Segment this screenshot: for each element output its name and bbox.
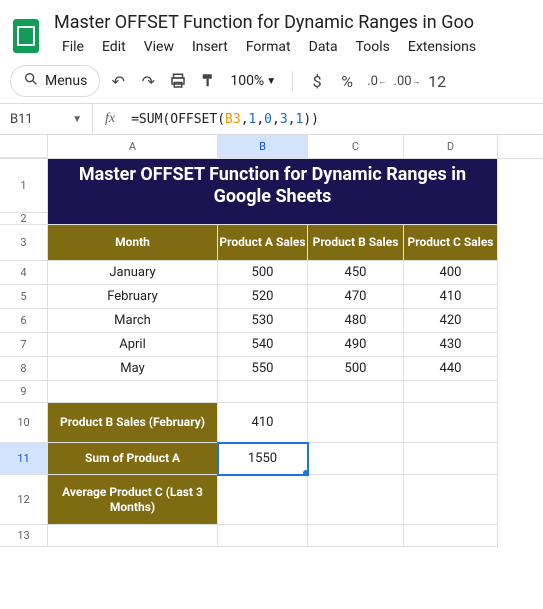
formula-bar: B11 ▼ fx =SUM(OFFSET(B3,1,0,3,1)) [0, 103, 543, 135]
row-header-6[interactable]: 6 [0, 309, 48, 333]
row-header-1[interactable]: 1 [0, 159, 48, 213]
cell-d12[interactable] [404, 475, 498, 525]
cell-prod-b[interactable]: 450 [308, 261, 404, 285]
percent-button[interactable]: % [335, 69, 359, 93]
col-header-a[interactable]: A [48, 135, 218, 158]
row-header-10[interactable]: 10 [0, 403, 48, 443]
decrease-decimal-button[interactable]: .0← [365, 69, 389, 93]
header-product-c[interactable]: Product C Sales [404, 225, 498, 261]
menu-extensions[interactable]: Extensions [400, 35, 484, 59]
search-icon [23, 71, 39, 91]
row-header-3[interactable]: 3 [0, 225, 48, 261]
cell-b9[interactable] [218, 381, 308, 403]
name-box[interactable]: B11 ▼ [0, 112, 92, 127]
cell-a13[interactable] [48, 525, 218, 547]
menu-tools[interactable]: Tools [348, 35, 398, 59]
cell-prod-c[interactable]: 400 [404, 261, 498, 285]
cell-prod-a[interactable]: 540 [218, 333, 308, 357]
menu-edit[interactable]: Edit [94, 35, 134, 59]
cell-month[interactable]: March [48, 309, 218, 333]
menu-view[interactable]: View [136, 35, 182, 59]
cell-c10[interactable] [308, 403, 404, 443]
cell-prod-c[interactable]: 430 [404, 333, 498, 357]
row-header-13[interactable]: 13 [0, 525, 48, 547]
cell-prod-b[interactable]: 500 [308, 357, 404, 381]
cell-prod-a[interactable]: 530 [218, 309, 308, 333]
title-banner-2[interactable] [48, 213, 498, 225]
cell-prod-a[interactable]: 520 [218, 285, 308, 309]
cell-prod-c[interactable]: 410 [404, 285, 498, 309]
header-month[interactable]: Month [48, 225, 218, 261]
row-header-9[interactable]: 9 [0, 381, 48, 403]
menu-insert[interactable]: Insert [184, 35, 236, 59]
spreadsheet-grid[interactable]: A B C D 1 Master OFFSET Function for Dyn… [0, 135, 543, 547]
menu-bar: File Edit View Insert Format Data Tools … [54, 35, 535, 59]
fx-icon: fx [92, 104, 127, 134]
chevron-down-icon: ▼ [266, 76, 276, 87]
cell-prod-b[interactable]: 480 [308, 309, 404, 333]
value-avg-c[interactable] [218, 475, 308, 525]
toolbar: Menus ↶ ↷ 100% ▼ $ % .0← .00→ 12 [0, 59, 543, 103]
divider [292, 71, 293, 91]
sheets-logo[interactable] [8, 8, 44, 56]
cell-month[interactable]: January [48, 261, 218, 285]
menu-format[interactable]: Format [238, 35, 299, 59]
cell-prod-c[interactable]: 420 [404, 309, 498, 333]
undo-icon[interactable]: ↶ [106, 69, 130, 93]
row-header-8[interactable]: 8 [0, 357, 48, 381]
label-avg-c[interactable]: Average Product C (Last 3 Months) [48, 475, 218, 525]
cell-b13[interactable] [218, 525, 308, 547]
cell-prod-b[interactable]: 490 [308, 333, 404, 357]
currency-button[interactable]: $ [305, 69, 329, 93]
cell-d11[interactable] [404, 443, 498, 475]
menu-file[interactable]: File [54, 35, 92, 59]
label-b-feb[interactable]: Product B Sales (February) [48, 403, 218, 443]
cell-a9[interactable] [48, 381, 218, 403]
col-header-b[interactable]: B [218, 135, 308, 158]
row-header-5[interactable]: 5 [0, 285, 48, 309]
print-icon[interactable] [166, 69, 190, 93]
cell-month[interactable]: April [48, 333, 218, 357]
col-header-c[interactable]: C [308, 135, 404, 158]
increase-decimal-button[interactable]: .00→ [395, 69, 419, 93]
row-header-2[interactable]: 2 [0, 213, 48, 225]
zoom-value: 100% [230, 73, 264, 89]
redo-icon[interactable]: ↷ [136, 69, 160, 93]
row-header-4[interactable]: 4 [0, 261, 48, 285]
value-b-feb[interactable]: 410 [218, 403, 308, 443]
cell-d10[interactable] [404, 403, 498, 443]
chevron-down-icon: ▼ [72, 114, 82, 125]
paint-format-icon[interactable] [196, 69, 220, 93]
menu-data[interactable]: Data [301, 35, 346, 59]
title-banner[interactable]: Master OFFSET Function for Dynamic Range… [48, 159, 498, 213]
label-sum-a[interactable]: Sum of Product A [48, 443, 218, 475]
more-formats-button[interactable]: 12 [425, 69, 449, 93]
cell-prod-b[interactable]: 470 [308, 285, 404, 309]
cell-prod-c[interactable]: 440 [404, 357, 498, 381]
formula-input[interactable]: =SUM(OFFSET(B3,1,0,3,1)) [127, 112, 543, 127]
cell-c11[interactable] [308, 443, 404, 475]
cell-c9[interactable] [308, 381, 404, 403]
cell-month[interactable]: May [48, 357, 218, 381]
cell-month[interactable]: February [48, 285, 218, 309]
cell-c13[interactable] [308, 525, 404, 547]
doc-title[interactable]: Master OFFSET Function for Dynamic Range… [54, 8, 535, 35]
row-header-12[interactable]: 12 [0, 475, 48, 525]
active-cell-ref: B11 [10, 112, 33, 127]
cell-d9[interactable] [404, 381, 498, 403]
select-all-corner[interactable] [0, 135, 48, 158]
cell-d13[interactable] [404, 525, 498, 547]
cell-prod-a[interactable]: 500 [218, 261, 308, 285]
header-product-a[interactable]: Product A Sales [218, 225, 308, 261]
cell-prod-a[interactable]: 550 [218, 357, 308, 381]
value-sum-a[interactable]: 1550 [218, 443, 308, 475]
cell-c12[interactable] [308, 475, 404, 525]
header-product-b[interactable]: Product B Sales [308, 225, 404, 261]
menu-search[interactable]: Menus [10, 65, 100, 97]
row-header-11[interactable]: 11 [0, 443, 48, 475]
col-header-d[interactable]: D [404, 135, 498, 158]
zoom-dropdown[interactable]: 100% ▼ [226, 73, 280, 89]
row-header-7[interactable]: 7 [0, 333, 48, 357]
menu-search-label: Menus [45, 73, 87, 89]
